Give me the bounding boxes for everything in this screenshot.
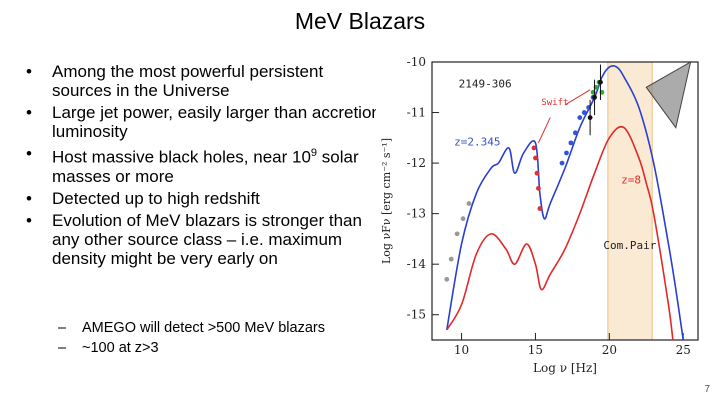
data-point	[537, 206, 543, 211]
x-tick-label: 20	[602, 343, 617, 357]
x-tick-label: 25	[676, 343, 691, 357]
sub-bullet-item: – AMEGO will detect >500 MeV blazars	[58, 319, 388, 337]
bullet-text: Evolution of MeV blazars is stronger tha…	[52, 210, 362, 268]
chart-annotation: z=8	[621, 173, 641, 186]
data-point	[448, 256, 454, 262]
data-point	[568, 140, 574, 146]
bullet-marker: •	[26, 188, 32, 208]
sub-bullet-item: – ~100 at z>3	[58, 339, 388, 357]
data-point	[559, 160, 565, 166]
y-tick-label: -15	[407, 308, 426, 322]
data-point	[581, 110, 587, 115]
chart-annotation: Com.Pair	[603, 239, 656, 252]
compair-band	[607, 61, 653, 341]
data-point	[533, 155, 538, 161]
data-point	[534, 170, 540, 176]
data-point	[572, 130, 578, 136]
bullet-superscript: 9	[310, 147, 318, 159]
sub-bullet-text: ~100 at z>3	[82, 340, 159, 356]
bullet-marker: •	[26, 103, 32, 122]
page-number: 7	[704, 384, 710, 395]
x-tick-label: 15	[528, 343, 543, 357]
y-tick-label: -12	[407, 156, 426, 170]
sed-figure: 10 15 20 25 -10 -11 -12 -13 -14 -15 Log ν [Hz] Log …	[376, 50, 708, 380]
sub-bullet-text: AMEGO will detect >500 MeV blazars	[82, 320, 325, 336]
source-label: 2149-306	[459, 77, 512, 90]
bullet-text-post: solar masses or more	[52, 147, 359, 186]
y-tick-label: -14	[407, 257, 427, 271]
bullet-item: • Among the most powerful persistent sour…	[22, 62, 382, 100]
y-tick-label: -11	[407, 106, 426, 120]
y-tick-label: -13	[407, 207, 426, 221]
data-point	[564, 150, 569, 156]
z2345-model-line	[445, 64, 685, 341]
data-point	[466, 201, 472, 206]
bullet-text: Large jet power, easily larger than accr…	[52, 103, 381, 141]
data-point	[460, 216, 466, 222]
bullet-list: • Among the most powerful persistent sour…	[22, 62, 382, 271]
bullet-text: Among the most powerful persistent sourc…	[52, 62, 324, 100]
swift-arrow	[564, 89, 591, 106]
bullet-item: • Host massive black holes, near 109 sola…	[22, 144, 382, 186]
x-tick-label: 10	[454, 343, 469, 357]
data-point	[454, 231, 460, 237]
swift-arrow	[537, 117, 551, 144]
chart-annotation: z=2.345	[454, 135, 500, 148]
plot-frame	[431, 61, 699, 341]
bullet-text-pre: Host massive black holes, near 10	[52, 147, 311, 167]
sed-chart: 10 15 20 25 -10 -11 -12 -13 -14 -15 Log ν [Hz] Log …	[376, 50, 708, 380]
z8-model-line	[446, 126, 674, 341]
data-point	[444, 276, 450, 282]
fermi-limit-line	[645, 61, 692, 129]
chart-annotation: Swift	[541, 98, 568, 108]
sub-bullet-marker: –	[58, 340, 67, 356]
slide-title: MeV Blazars	[294, 8, 426, 34]
y-axis-label: Log νFν [erg cm⁻² s⁻¹]	[380, 138, 393, 264]
bullet-item: • Evolution of MeV blazars is stronger th…	[22, 211, 382, 268]
y-tick-label: -10	[407, 55, 426, 69]
bullet-marker: •	[26, 62, 32, 81]
data-point	[536, 185, 541, 191]
bullet-marker: •	[26, 210, 32, 230]
sub-bullet-list: – AMEGO will detect >500 MeV blazars – ~10…	[58, 319, 388, 359]
data-point	[577, 115, 583, 120]
bullet-marker: •	[26, 144, 32, 163]
x-axis-label: Log ν [Hz]	[533, 361, 597, 375]
sub-bullet-marker: –	[58, 320, 67, 336]
bullet-item: • Large jet power, easily larger than acc…	[22, 103, 382, 141]
data-point	[531, 145, 537, 151]
bullet-item: • Detected up to high redshift	[22, 189, 382, 208]
bullet-text: Detected up to high redshift	[52, 188, 260, 208]
